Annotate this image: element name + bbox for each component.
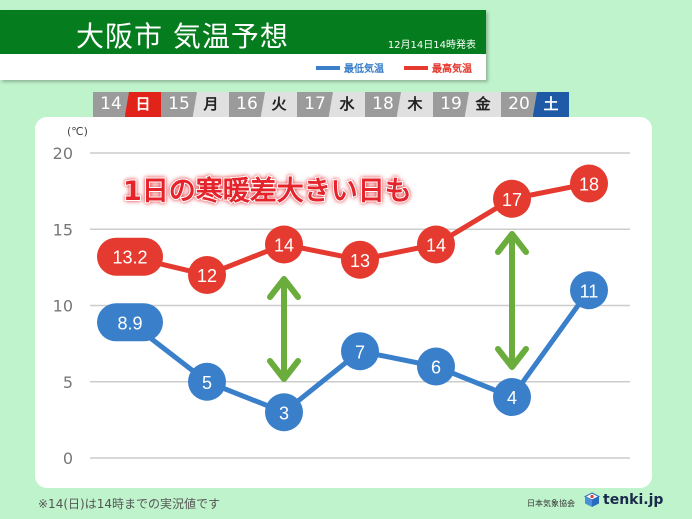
data-point [417,225,455,264]
legend-min-swatch [316,65,340,70]
day-tab: 16 火 [229,92,297,117]
legend-max-swatch [404,65,428,70]
y-tick-label: 15 [53,220,73,239]
day-tab: 19 金 [433,92,501,117]
double-arrow-icon [267,276,301,382]
credit: 日本気象協会 [527,499,575,508]
data-label: 18 [579,175,599,195]
data-point [570,271,608,310]
data-point [417,347,455,386]
day-tab: 17 水 [297,92,365,117]
legend-max: 最高気温 [404,60,472,75]
footnote: ※14(日)は14時までの実況値です [38,497,220,511]
tenki-logo: tenki.jp [584,492,663,508]
day-weekday: 火 [261,92,297,117]
day-date: 20 [501,92,537,117]
data-label: 13.2 [112,248,147,268]
data-label: 17 [502,190,522,210]
tenki-logo-text: tenki.jp [603,492,664,508]
data-point [493,378,531,416]
day-header-row: 14 日 15 月 16 火 17 水 18 木 19 金 20 土 [93,92,569,117]
data-label: 14 [426,236,446,256]
y-tick-label: 10 [53,297,73,316]
data-label: 11 [580,281,599,301]
chart-panel: (℃) 0 5 10 15 20 1日の寒暖差大きい日も 13.2 12 14 13 14 17 18 8.… [35,117,652,488]
day-weekday: 金 [465,92,501,117]
day-date: 17 [297,92,333,117]
legend-min-label: 最低気温 [344,64,384,75]
data-point [188,256,226,294]
data-label: 8.9 [117,313,142,333]
temperature-chart: (℃) 0 5 10 15 20 1日の寒暖差大きい日も 13.2 12 14 13 14 17 18 8.… [53,125,630,468]
day-date: 18 [365,92,401,117]
data-point [341,332,379,371]
double-arrow-icon [495,231,529,370]
day-weekday: 月 [193,92,229,117]
tenki-cube-icon [584,492,600,507]
data-label: 7 [355,342,365,362]
legend: 最低気温 最高気温 [316,60,472,75]
day-weekday: 木 [397,92,433,117]
y-tick-label: 5 [63,373,73,392]
data-label: 6 [431,358,441,378]
day-tab: 15 月 [161,92,229,117]
annotation-text: 1日の寒暖差大きい日も [123,175,412,207]
day-weekday: 水 [329,92,365,117]
data-point [493,179,531,218]
data-point [188,362,226,401]
y-tick-label: 20 [53,144,73,163]
data-label: 13 [350,251,370,271]
title-bar: 大阪市 気温予想 12月14日14時発表 [0,10,486,54]
day-date: 16 [229,92,265,117]
data-label: 5 [202,373,212,393]
data-label: 12 [197,266,217,286]
legend-max-label: 最高気温 [432,64,472,75]
y-unit-label: (℃) [67,125,88,138]
data-point [265,225,303,264]
issued-time: 12月14日14時発表 [387,40,476,51]
day-date: 19 [433,92,469,117]
data-point [97,303,163,342]
data-label: 4 [507,388,517,408]
data-label: 3 [279,403,289,423]
data-point [341,240,379,279]
day-tab: 20 土 [501,92,569,117]
day-tab: 18 木 [365,92,433,117]
day-weekday: 土 [533,92,569,117]
header: 大阪市 気温予想 12月14日14時発表 最低気温 最高気温 [0,10,486,80]
day-weekday: 日 [125,92,161,117]
data-point [97,237,163,276]
data-point [265,393,303,432]
page-title: 大阪市 気温予想 [76,20,289,53]
data-point [570,164,608,203]
day-date: 14 [93,92,129,117]
day-tab: 14 日 [93,92,161,117]
y-tick-label: 0 [63,449,73,468]
day-date: 15 [161,92,197,117]
legend-min: 最低気温 [316,60,384,75]
data-label: 14 [274,236,294,256]
